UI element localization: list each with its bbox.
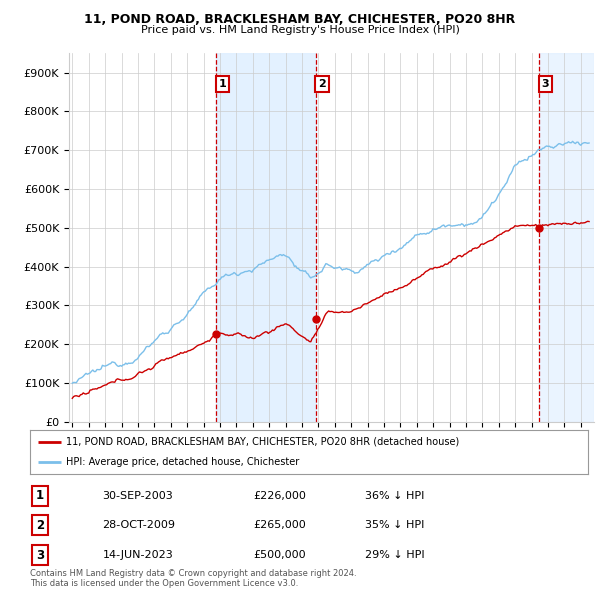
Bar bbox=[539, 53, 594, 422]
Text: 35% ↓ HPI: 35% ↓ HPI bbox=[365, 520, 424, 530]
Text: 11, POND ROAD, BRACKLESHAM BAY, CHICHESTER, PO20 8HR (detached house): 11, POND ROAD, BRACKLESHAM BAY, CHICHEST… bbox=[66, 437, 460, 447]
Text: £226,000: £226,000 bbox=[253, 491, 306, 501]
Text: Contains HM Land Registry data © Crown copyright and database right 2024.
This d: Contains HM Land Registry data © Crown c… bbox=[30, 569, 356, 588]
Text: 30-SEP-2003: 30-SEP-2003 bbox=[103, 491, 173, 501]
Text: 2: 2 bbox=[318, 79, 326, 89]
Text: Price paid vs. HM Land Registry's House Price Index (HPI): Price paid vs. HM Land Registry's House … bbox=[140, 25, 460, 35]
Text: 36% ↓ HPI: 36% ↓ HPI bbox=[365, 491, 424, 501]
Text: 1: 1 bbox=[36, 489, 44, 502]
Text: 11, POND ROAD, BRACKLESHAM BAY, CHICHESTER, PO20 8HR: 11, POND ROAD, BRACKLESHAM BAY, CHICHEST… bbox=[85, 13, 515, 26]
Text: 14-JUN-2023: 14-JUN-2023 bbox=[103, 550, 173, 560]
Text: 3: 3 bbox=[542, 79, 549, 89]
Text: 2: 2 bbox=[36, 519, 44, 532]
Bar bbox=[216, 53, 316, 422]
Text: HPI: Average price, detached house, Chichester: HPI: Average price, detached house, Chic… bbox=[66, 457, 299, 467]
Text: 1: 1 bbox=[218, 79, 226, 89]
Text: 28-OCT-2009: 28-OCT-2009 bbox=[103, 520, 176, 530]
Text: 3: 3 bbox=[36, 549, 44, 562]
Text: £265,000: £265,000 bbox=[253, 520, 306, 530]
Text: £500,000: £500,000 bbox=[253, 550, 306, 560]
Text: 29% ↓ HPI: 29% ↓ HPI bbox=[365, 550, 424, 560]
